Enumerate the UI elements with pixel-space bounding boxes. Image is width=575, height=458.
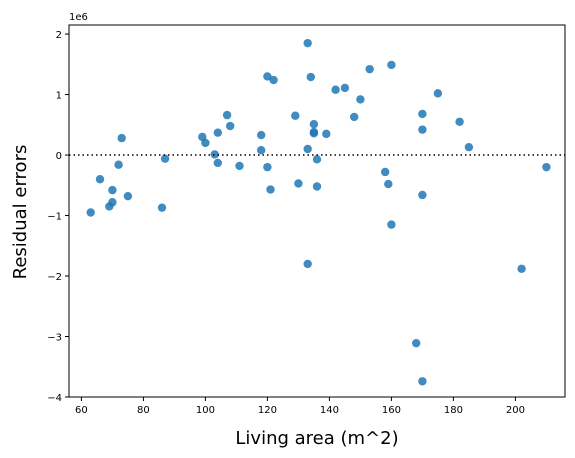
data-point-52 [464,142,474,152]
x-tick-label: 140 [320,405,339,416]
points-layer [86,38,551,386]
y-tick-label: −4 [47,393,62,404]
data-point-40 [365,64,374,74]
data-point-37 [340,83,350,93]
data-point-16 [226,121,235,131]
x-tick-label: 160 [382,405,401,416]
data-point-48 [418,190,427,200]
data-point-20 [263,72,272,81]
data-point-19 [257,146,266,155]
data-point-46 [418,109,427,119]
data-point-30 [309,120,319,129]
data-point-45 [412,338,421,348]
data-point-11 [201,138,210,148]
x-tick-label: 200 [506,405,525,416]
y-tick-label: 0 [56,151,62,162]
y-axis-offset-label: 1e6 [69,12,88,23]
data-point-14 [213,158,222,168]
x-tick-label: 60 [75,405,88,416]
data-point-23 [269,75,278,85]
data-point-1 [95,175,105,184]
data-point-15 [222,110,232,120]
data-point-12 [210,150,219,159]
y-axis-ticks: −4 −3 −2 −1 0 1 2 [47,30,69,404]
data-point-26 [303,38,312,48]
x-axis-ticks: 60 80 100 120 140 160 180 200 [75,397,525,416]
data-point-18 [257,130,266,140]
data-point-42 [384,179,393,189]
x-axis-title: Living area (m^2) [235,428,398,449]
data-point-47 [418,125,427,134]
data-point-6 [117,133,126,143]
x-tick-label: 180 [444,405,463,416]
data-point-43 [387,60,396,70]
data-point-53 [517,264,526,273]
data-point-24 [291,111,300,120]
x-tick-label: 80 [137,405,150,416]
data-point-27 [303,144,312,154]
data-point-28 [303,259,312,269]
data-point-29 [306,72,315,82]
data-point-21 [263,162,272,172]
data-point-3 [108,185,117,195]
data-point-32 [309,129,319,138]
y-axis-title: Residual errors [10,145,31,280]
y-tick-label: −3 [47,333,62,344]
data-point-5 [114,160,123,169]
data-point-51 [455,117,464,126]
data-point-50 [433,89,443,98]
data-point-9 [160,154,170,163]
data-point-17 [235,161,244,171]
data-point-7 [123,191,133,201]
data-point-0 [86,208,95,217]
data-point-54 [542,162,551,172]
x-tick-label: 100 [196,405,215,416]
y-tick-label: −1 [47,212,62,223]
data-point-8 [157,203,167,212]
data-point-25 [294,179,303,188]
data-point-38 [350,112,359,122]
y-tick-label: 1 [56,91,62,102]
data-point-22 [266,185,275,194]
data-point-39 [356,95,365,104]
data-point-13 [213,128,222,137]
y-tick-label: 2 [56,30,62,41]
data-point-4 [108,198,117,207]
y-tick-label: −2 [47,272,62,283]
data-point-36 [331,85,340,94]
plot-frame [68,24,566,398]
data-point-44 [387,220,396,229]
data-point-33 [312,182,322,191]
x-tick-label: 120 [258,405,277,416]
data-point-35 [322,129,331,139]
data-point-34 [312,155,322,164]
data-point-49 [418,377,427,386]
data-point-41 [381,167,390,177]
